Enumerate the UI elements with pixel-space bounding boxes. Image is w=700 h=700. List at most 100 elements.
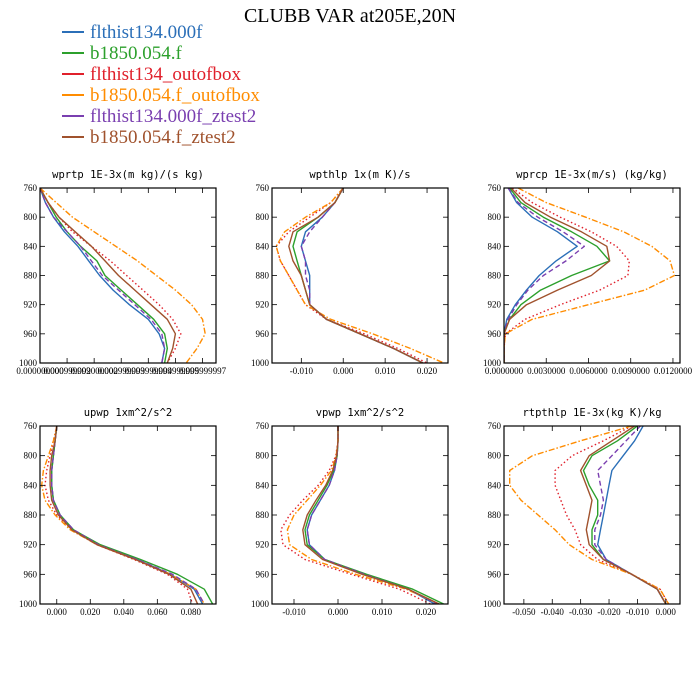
x-tick-label: 0.000 xyxy=(333,366,354,376)
y-tick-label: 920 xyxy=(256,540,270,550)
legend-label: b1850.054.f_ztest2 xyxy=(90,127,236,148)
series-line xyxy=(288,188,424,363)
panel-6: rtpthlp 1E-3x(kg K)/kg 760 800 840 880 920 960… xyxy=(483,407,681,617)
y-tick-label: 760 xyxy=(24,183,38,193)
series-line xyxy=(40,188,182,363)
x-tick-label: -0.030 xyxy=(569,607,593,617)
x-tick-label: 0.0030000 xyxy=(527,366,566,376)
y-tick-label: 840 xyxy=(488,241,502,251)
panel-4: upwp 1xm^2/s^2 760 800 840 880 920 960 1000 0.00… xyxy=(19,407,217,617)
y-tick-label: 800 xyxy=(488,451,502,461)
series-line xyxy=(286,426,440,604)
y-tick-label: 960 xyxy=(256,329,270,339)
series-line xyxy=(594,426,667,604)
y-tick-label: 1000 xyxy=(483,599,502,609)
legend-label: flthist134_outofbox xyxy=(90,64,241,85)
x-tick-label: -0.040 xyxy=(541,607,565,617)
x-tick-label: 0.005999997 xyxy=(179,366,227,376)
series-line xyxy=(51,426,204,604)
series-line xyxy=(504,188,578,363)
y-tick-label: 960 xyxy=(488,569,502,579)
series-line xyxy=(41,426,205,604)
series-line xyxy=(300,188,424,363)
series-group xyxy=(41,426,214,604)
series-line xyxy=(504,188,611,363)
x-tick-label: -0.010 xyxy=(626,607,650,617)
x-tick-label: 0.000 xyxy=(656,607,677,617)
panel-title: wprcp 1E-3x(m/s) (kg/kg) xyxy=(516,169,668,181)
x-tick-label: 0.010 xyxy=(375,366,396,376)
panel-title: vpwp 1xm^2/s^2 xyxy=(316,407,405,419)
x-tick-label: 0.060 xyxy=(147,607,168,617)
y-tick-label: 880 xyxy=(256,510,270,520)
y-tick-label: 920 xyxy=(488,540,502,550)
series-line xyxy=(40,188,166,363)
x-tick-label: 0.002999999 xyxy=(98,366,146,376)
x-tick-label: 0.020 xyxy=(80,607,101,617)
series-group xyxy=(280,426,444,604)
y-tick-label: 800 xyxy=(256,212,270,222)
y-tick-label: 920 xyxy=(24,300,38,310)
y-tick-label: 1000 xyxy=(483,358,502,368)
series-line xyxy=(302,426,440,604)
y-tick-label: 880 xyxy=(488,271,502,281)
series-line xyxy=(504,188,611,363)
y-tick-label: 800 xyxy=(488,212,502,222)
series-group xyxy=(275,188,445,363)
y-tick-label: 760 xyxy=(24,421,38,431)
x-tick-label: -0.010 xyxy=(282,607,306,617)
x-tick-label: -0.020 xyxy=(597,607,621,617)
panel-1: wprtp 1E-3x(m kg)/(s kg) 760 800 840 880 920 9… xyxy=(16,169,226,376)
x-tick-label: 0.000 xyxy=(47,607,68,617)
y-tick-label: 800 xyxy=(256,451,270,461)
y-tick-label: 880 xyxy=(488,510,502,520)
legend-label: flthist134.000f xyxy=(90,22,203,43)
plot-frame xyxy=(271,425,449,605)
series-line xyxy=(597,426,667,604)
y-tick-label: 760 xyxy=(488,421,502,431)
legend-label: flthist134.000f_ztest2 xyxy=(90,106,256,127)
x-tick-label: 0.0090000 xyxy=(612,366,651,376)
y-tick-label: 880 xyxy=(24,271,38,281)
x-tick-label: -0.010 xyxy=(290,366,314,376)
x-tick-label: 0.010 xyxy=(372,607,393,617)
legend-label: b1850.054.f xyxy=(90,43,183,64)
y-tick-label: 840 xyxy=(24,241,38,251)
panels: wprtp 1E-3x(m kg)/(s kg) 760 800 840 880 920 9… xyxy=(16,169,692,617)
x-tick-label: 0.000999999 xyxy=(43,366,91,376)
y-tick-label: 1000 xyxy=(19,599,38,609)
series-line xyxy=(504,188,585,363)
y-tick-label: 920 xyxy=(488,300,502,310)
panel-title: wprtp 1E-3x(m kg)/(s kg) xyxy=(52,169,204,181)
y-tick-label: 960 xyxy=(256,569,270,579)
figure-title: CLUBB VAR at205E,20N xyxy=(244,5,456,27)
x-tick-label: 0.000000000 xyxy=(16,366,64,376)
y-tick-label: 960 xyxy=(24,569,38,579)
y-tick-label: 840 xyxy=(24,480,38,490)
panel-title: rtpthlp 1E-3x(kg K)/kg xyxy=(522,407,661,419)
y-tick-label: 880 xyxy=(256,271,270,281)
series-line xyxy=(275,188,428,363)
y-tick-label: 880 xyxy=(24,510,38,520)
x-tick-label: 0.004999999 xyxy=(152,366,200,376)
series-line xyxy=(51,426,214,604)
y-tick-label: 840 xyxy=(256,480,270,490)
y-tick-label: 760 xyxy=(488,183,502,193)
panel-5: vpwp 1xm^2/s^2 760 800 840 880 920 960 1000 -0.0… xyxy=(251,407,449,617)
panel-3: wprcp 1E-3x(m/s) (kg/kg) 760 800 840 880 920 9… xyxy=(483,169,693,376)
series-line xyxy=(504,188,630,363)
x-tick-label: 0.000 xyxy=(328,607,349,617)
y-tick-label: 800 xyxy=(24,451,38,461)
series-line xyxy=(44,426,194,604)
y-tick-label: 760 xyxy=(256,183,270,193)
y-tick-label: 960 xyxy=(488,329,502,339)
y-tick-label: 800 xyxy=(24,212,38,222)
x-tick-label: 0.040 xyxy=(114,607,135,617)
plot-frame xyxy=(39,425,217,605)
x-tick-label: 0.002000000 xyxy=(71,366,119,376)
x-tick-label: 0.003999999 xyxy=(125,366,173,376)
series-line xyxy=(275,188,445,363)
y-tick-label: 840 xyxy=(256,241,270,251)
panel-title: wpthlp 1x(m K)/s xyxy=(309,169,410,181)
